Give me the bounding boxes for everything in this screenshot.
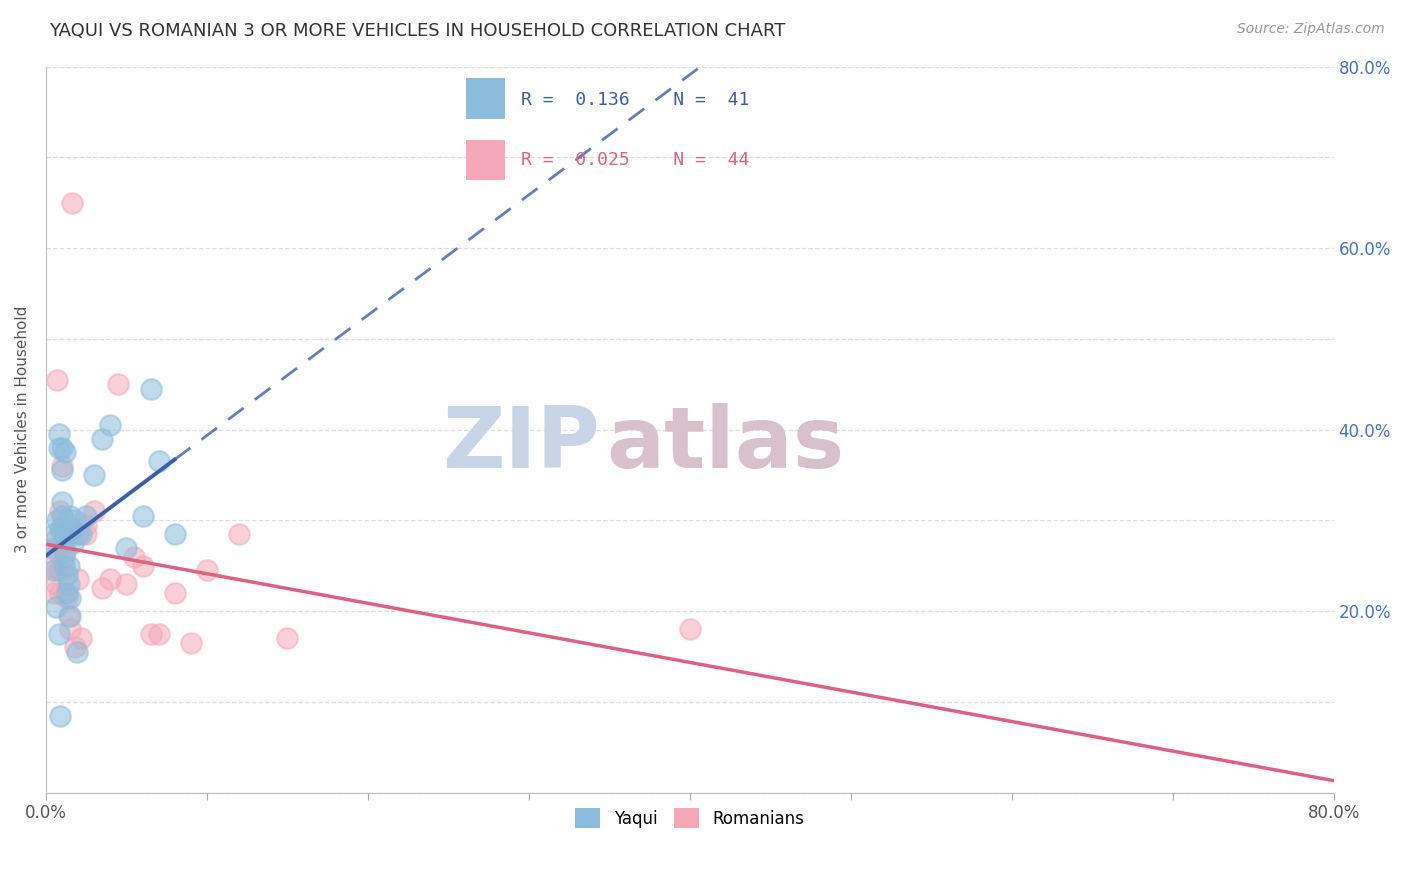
Point [52,532,75,546]
Point [56,591,79,605]
Point [195,563,218,577]
Point [91,582,114,596]
Point [49,586,72,600]
Point [60,523,83,537]
Point [58,577,80,591]
Point [42,541,65,555]
Point [53,513,76,527]
Text: R =  0.136    N =  41: R = 0.136 N = 41 [520,91,749,109]
Legend: Yaqui, Romanians: Yaqui, Romanians [568,802,811,835]
Point [75,527,97,541]
Point [48,427,70,442]
Bar [465,78,505,119]
Point [63,513,86,527]
Point [163,527,186,541]
Point [48,541,70,555]
Point [59,608,82,623]
Point [139,382,162,396]
Point [70,527,93,541]
Point [42,563,65,577]
Y-axis label: 3 or more Vehicles in Household: 3 or more Vehicles in Household [15,306,30,553]
Point [67,573,90,587]
Point [124,549,146,564]
Point [56,567,79,582]
Point [131,558,153,573]
Point [46,373,69,387]
Point [49,504,72,518]
Point [98,418,121,433]
Point [679,622,702,636]
Point [58,558,80,573]
Point [52,549,75,564]
Point [53,545,76,559]
Point [163,586,186,600]
Point [83,504,105,518]
Point [115,541,138,555]
Point [148,454,170,468]
Text: atlas: atlas [606,402,845,485]
Point [62,536,84,550]
Point [75,508,97,523]
Point [42,586,65,600]
Point [60,195,83,210]
Point [91,432,114,446]
Point [51,523,73,537]
Point [49,523,72,537]
Point [276,632,298,646]
Point [59,508,82,523]
Point [51,554,73,568]
Point [60,523,83,537]
Point [53,527,76,541]
Point [131,508,153,523]
Point [51,441,73,455]
Point [53,586,76,600]
Point [75,517,97,532]
Point [115,577,138,591]
Point [51,458,73,473]
Point [41,558,63,573]
Point [58,608,80,623]
Point [51,463,73,477]
Point [52,532,75,546]
Point [63,640,86,655]
Text: Source: ZipAtlas.com: Source: ZipAtlas.com [1237,22,1385,37]
Point [45,577,67,591]
Point [107,377,129,392]
Point [45,599,67,614]
Point [53,445,76,459]
Point [59,622,82,636]
Point [139,627,162,641]
Point [70,632,93,646]
Point [48,441,70,455]
Point [49,563,72,577]
Point [46,513,69,527]
Point [52,558,75,573]
Text: YAQUI VS ROMANIAN 3 OR MORE VEHICLES IN HOUSEHOLD CORRELATION CHART: YAQUI VS ROMANIAN 3 OR MORE VEHICLES IN … [49,22,786,40]
Point [67,527,90,541]
Point [42,527,65,541]
Point [98,573,121,587]
Point [180,636,202,650]
Point [228,527,250,541]
Point [46,545,69,559]
Point [49,708,72,723]
Point [51,508,73,523]
Point [65,645,87,659]
Point [48,627,70,641]
Point [83,468,105,483]
Point [53,536,76,550]
Point [56,586,79,600]
Point [51,495,73,509]
Point [48,563,70,577]
Bar [465,140,505,180]
Text: ZIP: ZIP [441,402,600,485]
Point [45,532,67,546]
Point [148,627,170,641]
Point [59,591,82,605]
Text: R =  0.025    N =  44: R = 0.025 N = 44 [520,151,749,169]
